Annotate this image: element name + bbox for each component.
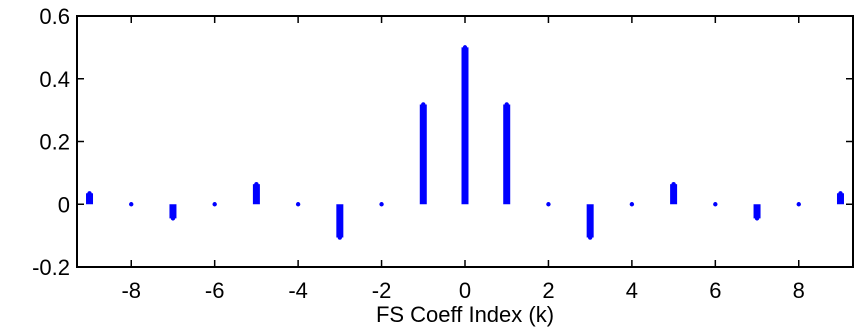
stem-marker [462,45,468,50]
y-axis: -0.2 0 0.2 0.4 0.6 [32,4,853,280]
x-axis-title: FS Coeff Index (k) [376,302,554,327]
stem-marker [170,216,176,221]
stem-marker [129,202,134,207]
stem-marker [713,202,718,207]
y-tick-label: -0.2 [32,255,70,280]
stem-marker [337,235,343,240]
x-tick-label: 0 [459,278,471,303]
stem-marker [295,202,301,207]
x-axis: -8 -6 -4 -2 0 2 4 6 8 [121,16,805,303]
stem-marker [421,102,426,107]
x-tick-label: -4 [288,278,308,303]
stem-marker [629,202,635,207]
stem-marker [587,235,593,240]
stem-marker [379,202,384,207]
stem-marker [212,202,217,207]
y-tick-label: 0.4 [39,67,70,92]
y-tick-label: 0 [58,192,70,217]
stem-marker [754,216,760,221]
x-tick-label: -8 [121,278,141,303]
x-tick-label: 6 [709,278,721,303]
x-tick-label: -6 [205,278,225,303]
x-tick-label: 4 [626,278,638,303]
y-tick-label: 0.2 [39,130,70,155]
stem-marker [504,102,509,107]
y-tick-label: 0.6 [39,4,70,29]
stem-marker [254,181,259,187]
x-tick-label: 8 [793,278,805,303]
stem-marker [838,191,843,196]
stem-marker [546,202,551,207]
stem-marker [671,181,676,187]
x-tick-label: -2 [372,278,392,303]
stem-marker [87,191,92,196]
stem-series [86,45,844,240]
x-tick-label: 2 [542,278,554,303]
stem-marker [796,202,801,207]
